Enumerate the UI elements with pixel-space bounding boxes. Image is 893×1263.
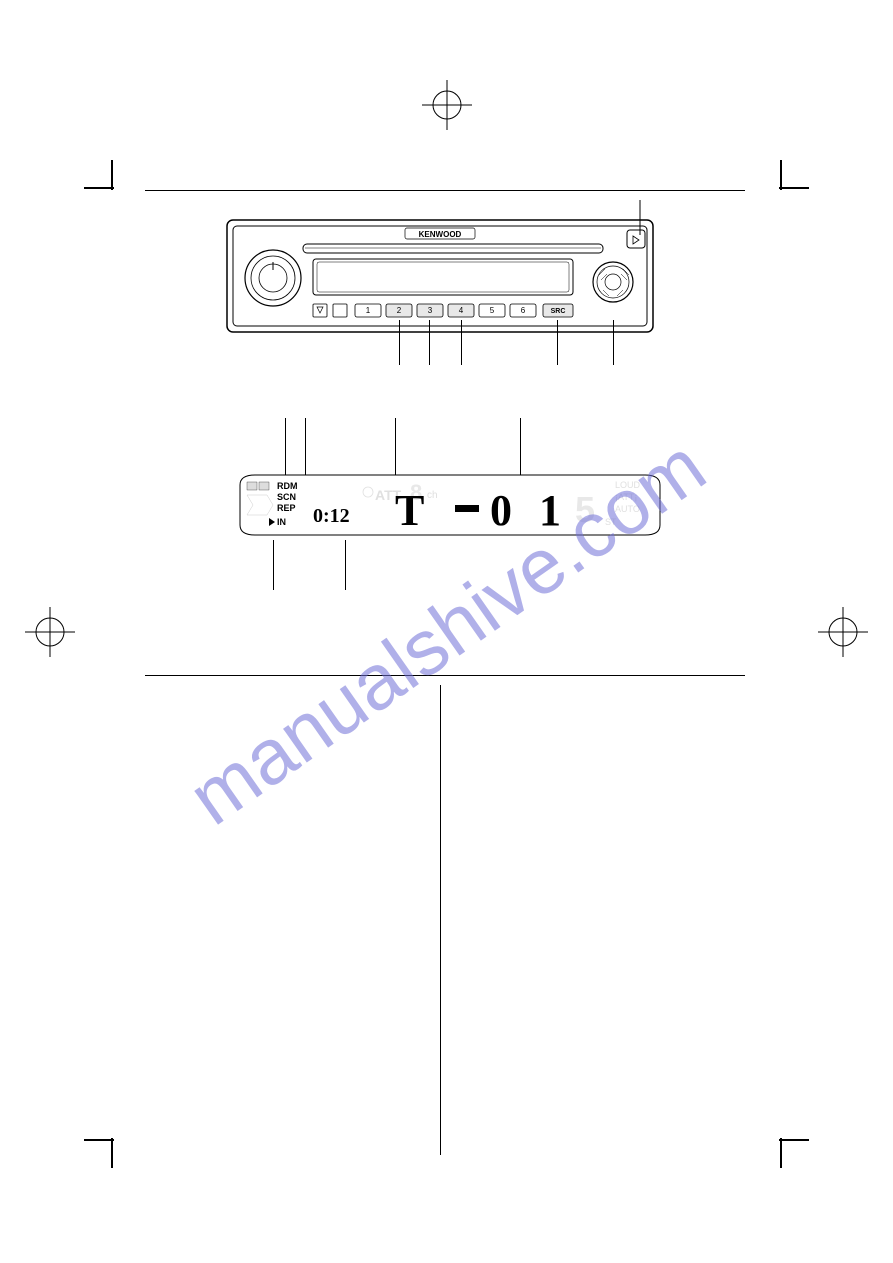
registration-mark-left — [20, 602, 80, 662]
rep-indicator: REP — [277, 503, 296, 513]
rule-middle — [145, 675, 745, 676]
pointer-line — [305, 418, 306, 478]
svg-text:2: 2 — [397, 306, 402, 315]
pointer-line — [461, 320, 462, 365]
svg-text:AUTO: AUTO — [615, 504, 640, 514]
brand-label: KENWOOD — [419, 230, 462, 239]
display-panel-illustration: RDM SCN REP IN 0:12 ATT 8 ch T 0 1 5 LOU… — [235, 470, 665, 545]
svg-text:5: 5 — [575, 489, 595, 530]
pointer-line — [273, 540, 274, 590]
pointer-line — [613, 320, 614, 365]
svg-text:ch: ch — [427, 490, 438, 501]
scn-indicator: SCN — [277, 492, 296, 502]
svg-text:5: 5 — [490, 306, 495, 315]
pointer-line — [557, 320, 558, 365]
rule-vertical — [440, 685, 441, 1155]
pointer-line — [429, 320, 430, 365]
registration-mark-top — [417, 75, 477, 135]
pointer-line — [345, 540, 346, 590]
svg-text:3: 3 — [428, 306, 433, 315]
crop-mark-top-right — [769, 150, 809, 190]
registration-mark-right — [813, 602, 873, 662]
svg-text:6: 6 — [521, 306, 526, 315]
pointer-line — [399, 320, 400, 365]
crop-mark-bottom-right — [769, 1138, 809, 1178]
crop-mark-bottom-left — [84, 1138, 124, 1178]
main-display: T — [395, 486, 427, 535]
rdm-indicator: RDM — [277, 481, 298, 491]
svg-text:SRC: SRC — [551, 308, 566, 315]
svg-text:4: 4 — [459, 306, 464, 315]
time-display: 0:12 — [313, 505, 350, 527]
main-display-num: 0 1 — [490, 486, 569, 535]
svg-text:¡ATT¡: ¡ATT¡ — [615, 492, 637, 502]
svg-text:1: 1 — [366, 306, 371, 315]
car-stereo-illustration: KENWOOD — [225, 200, 655, 335]
in-indicator: IN — [277, 517, 286, 527]
svg-text:ST: ST — [605, 517, 617, 527]
crop-mark-top-left — [84, 150, 124, 190]
rule-top — [145, 190, 745, 191]
svg-text:LOUD: LOUD — [615, 480, 641, 490]
